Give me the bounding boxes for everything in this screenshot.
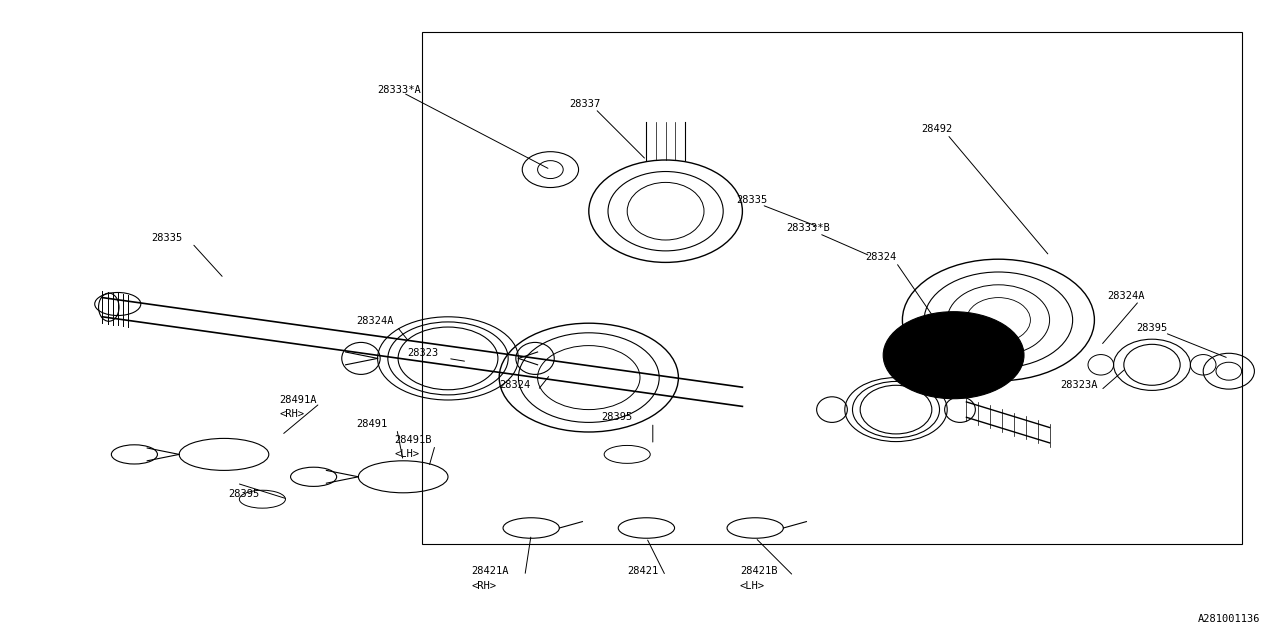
Text: 28335: 28335 [736,195,767,205]
Text: 28492: 28492 [922,124,952,134]
Text: 28395: 28395 [1137,323,1167,333]
Text: 28324: 28324 [865,252,896,262]
Text: 28333*B: 28333*B [786,223,829,234]
Text: 28324A: 28324A [356,316,393,326]
Text: 28337: 28337 [570,99,600,109]
Text: 28335: 28335 [151,233,182,243]
Text: 28395: 28395 [228,489,259,499]
Text: 28421B: 28421B [740,566,777,576]
Text: 28421A: 28421A [471,566,508,576]
Text: 28491B: 28491B [394,435,431,445]
Text: <LH>: <LH> [394,449,420,460]
Text: <RH>: <RH> [471,580,497,591]
Text: 28421: 28421 [627,566,658,576]
Text: 28324A: 28324A [1107,291,1144,301]
Ellipse shape [883,312,1024,399]
Text: 28491A: 28491A [279,395,316,405]
Text: 28324: 28324 [499,380,530,390]
Text: 28323A: 28323A [1060,380,1097,390]
Text: <LH>: <LH> [740,580,765,591]
Text: 28323: 28323 [407,348,438,358]
Text: <RH>: <RH> [279,409,305,419]
Text: 28395: 28395 [602,412,632,422]
Text: 28333*A: 28333*A [378,84,421,95]
Text: A281001136: A281001136 [1198,614,1261,624]
Text: 28491: 28491 [356,419,387,429]
